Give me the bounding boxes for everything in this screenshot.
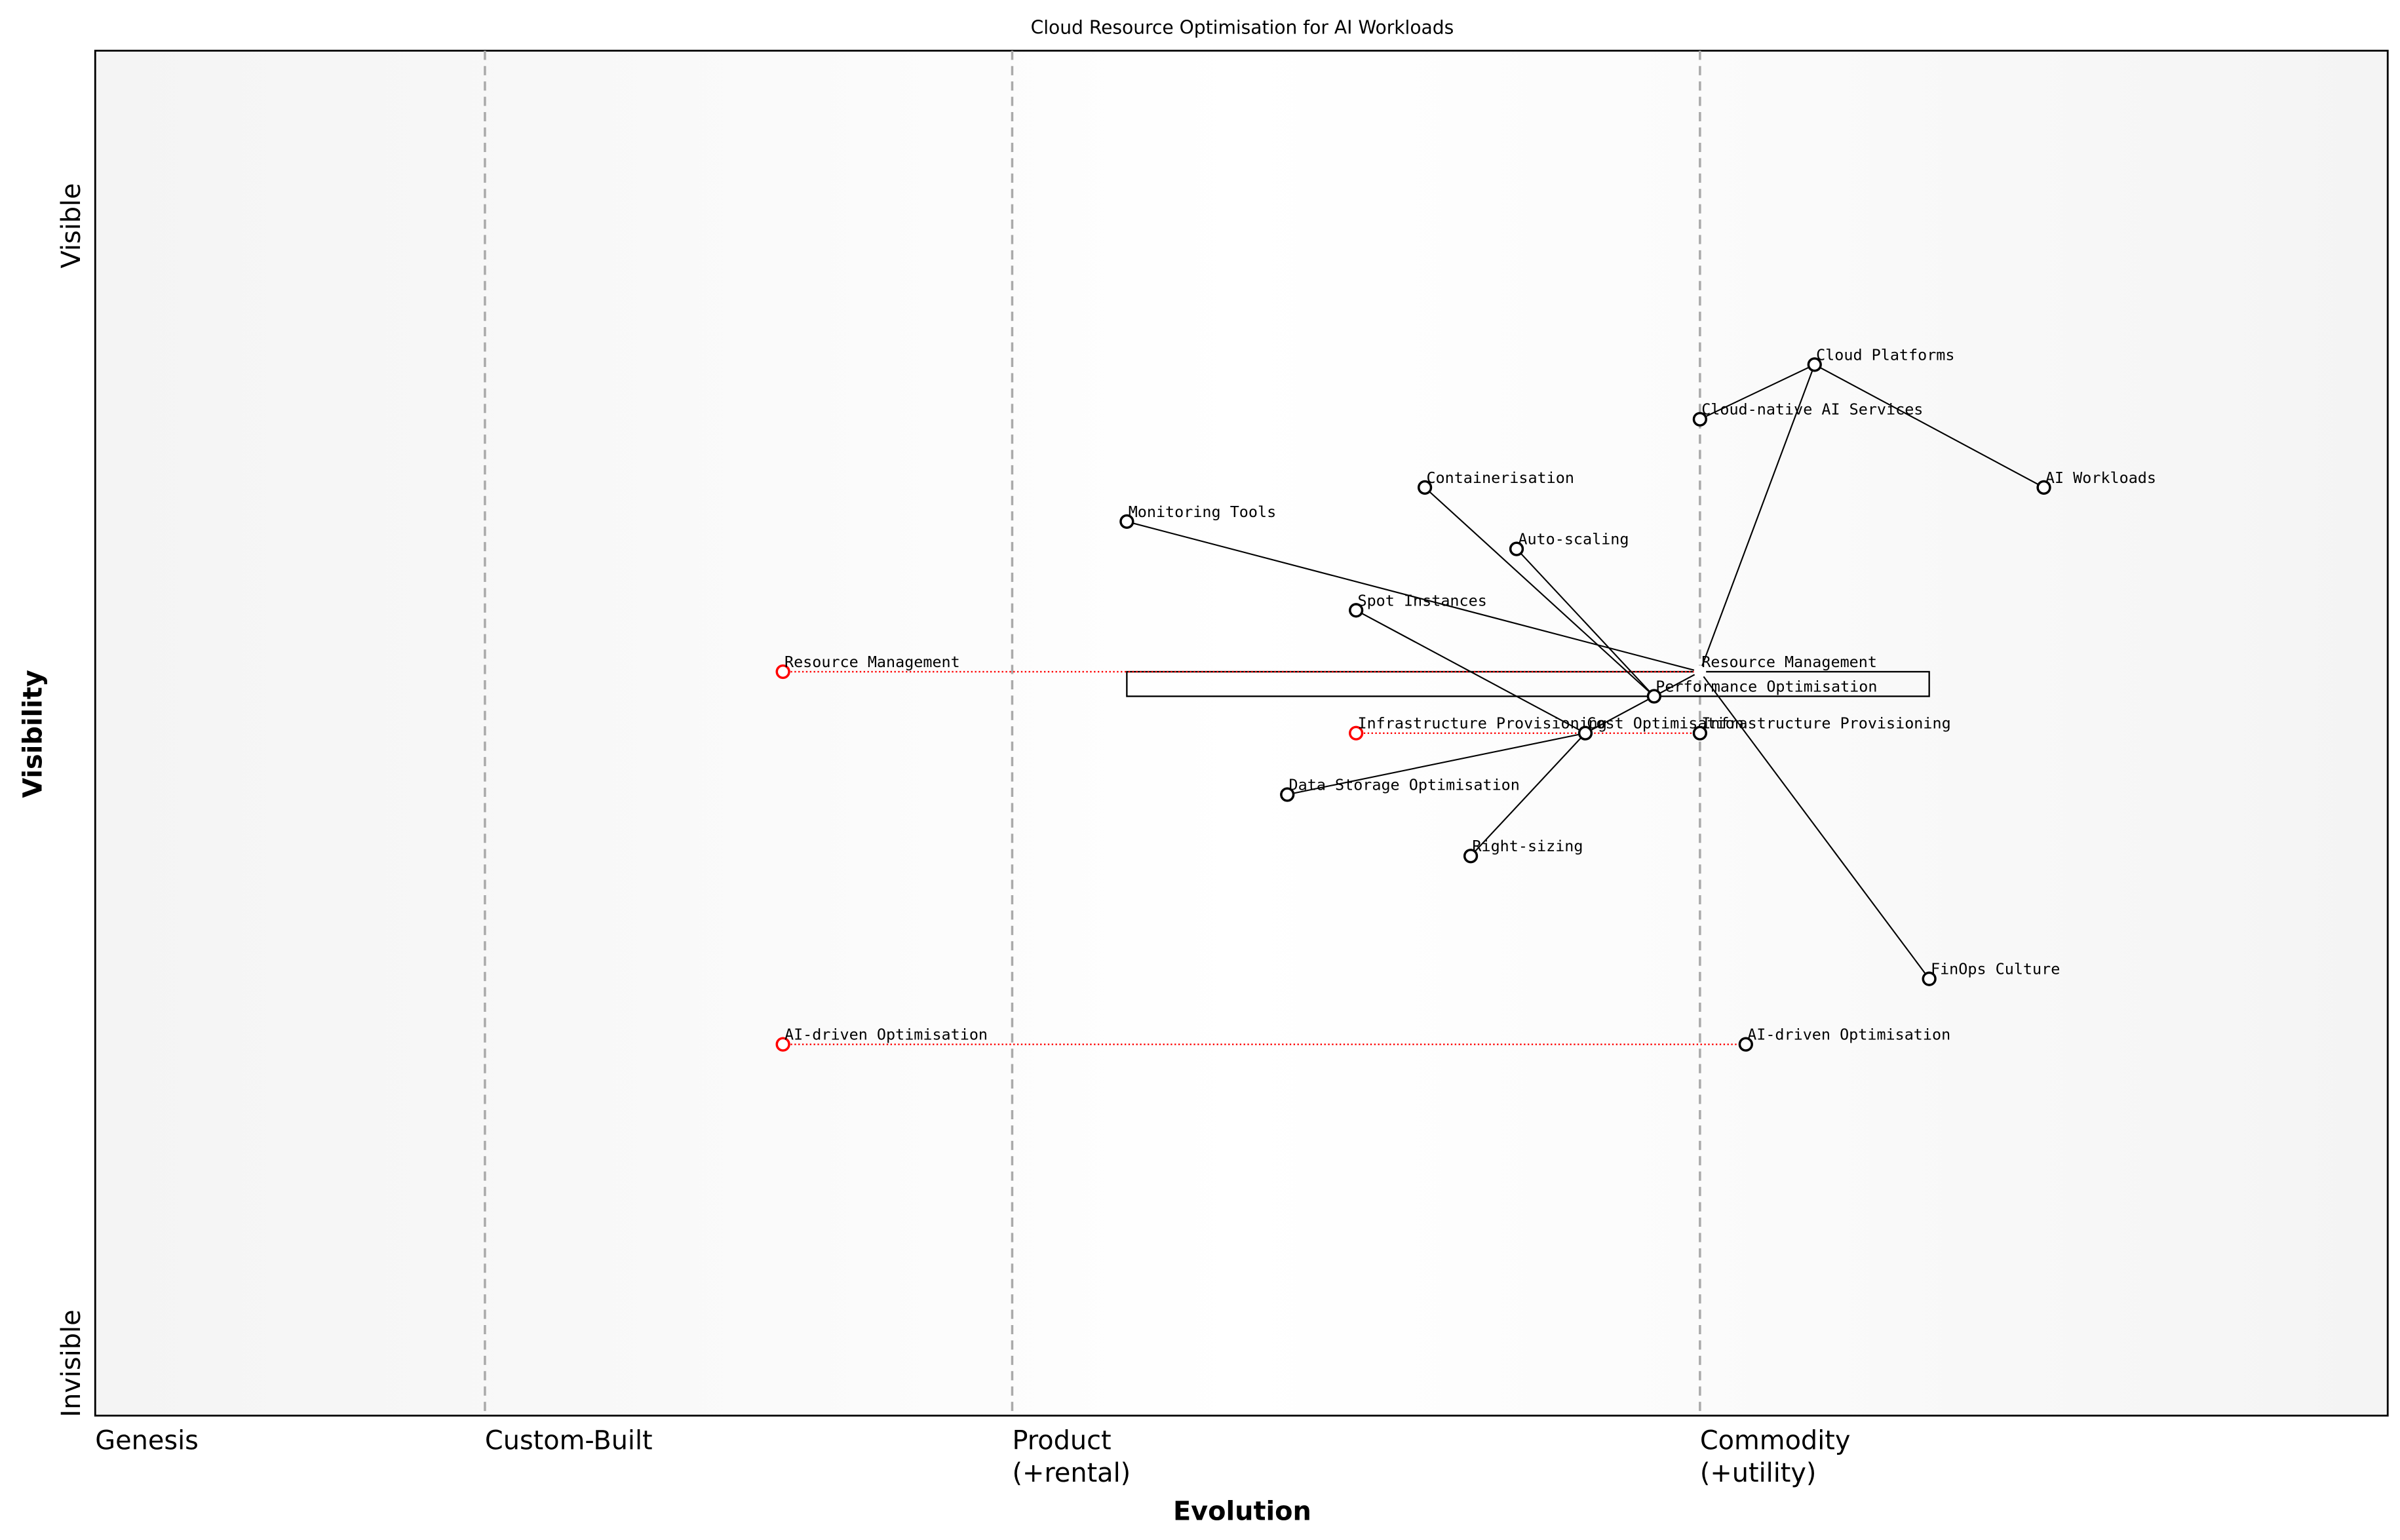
link-monitoring-tools-to-resource-management: [1127, 520, 1701, 673]
link-spot-instances-to-cost-optimisation: [1355, 609, 1586, 734]
component-marker-auto-scaling: [1509, 541, 1524, 556]
link-resource-management-to-finops-culture: [1699, 671, 1930, 980]
y-axis-label: Visibility: [18, 670, 48, 798]
component-label-monitoring-tools: Monitoring Tools: [1129, 503, 1276, 521]
component-marker-resource-management: [1694, 665, 1707, 678]
component-label-auto-scaling: Auto-scaling: [1518, 530, 1629, 549]
component-marker-spot-instances: [1349, 603, 1364, 618]
stage-label-line: Genesis: [95, 1426, 199, 1456]
component-marker-performance-optimisation: [1646, 689, 1662, 704]
component-label-finops-culture: FinOps Culture: [1931, 960, 2060, 978]
component-marker-cloud-native-ai-services: [1692, 412, 1707, 427]
component-marker-right-sizing: [1463, 849, 1479, 864]
map-title: Cloud Resource Optimisation for AI Workl…: [1031, 17, 1454, 39]
stage-label-custom-built: Custom-Built: [485, 1426, 653, 1456]
y-bottom-label: Invisible: [56, 1309, 87, 1417]
component-label-performance-optimisation: Performance Optimisation: [1655, 678, 1877, 696]
component-label-resource-management: Resource Management: [1701, 653, 1877, 671]
stage-label-commodity: Commodity (+utility): [1700, 1426, 1851, 1488]
y-top-label: Visible: [56, 183, 87, 268]
evolve-origin-infrastructure-provisioning: [1349, 725, 1364, 741]
component-marker-cost-optimisation: [1577, 725, 1593, 741]
component-label-ai-driven-optimisation: AI-driven Optimisation: [1747, 1026, 1950, 1044]
stage-label-line: Product: [1012, 1426, 1111, 1456]
component-marker-monitoring-tools: [1119, 514, 1134, 529]
component-marker-data-storage-optimisation: [1280, 787, 1295, 802]
component-label-spot-instances: Spot Instances: [1358, 591, 1487, 609]
link-containerisation-to-performance-optimisation: [1424, 487, 1655, 697]
evolve-origin-ai-driven-optimisation: [775, 1037, 790, 1052]
link-resource-management-to-performance-optimisation: [1654, 671, 1701, 697]
component-marker-finops-culture: [1922, 971, 1937, 986]
link-cloud-platforms-to-resource-management: [1699, 364, 1815, 672]
link-auto-scaling-to-performance-optimisation: [1516, 548, 1655, 697]
component-label-cost-optimisation: Cost Optimisation: [1587, 714, 1744, 733]
evolve-origin-resource-management: [775, 664, 790, 680]
component-label-right-sizing: Right-sizing: [1472, 837, 1583, 855]
link-right-sizing-to-cost-optimisation: [1470, 733, 1586, 857]
component-label-cloud-native-ai-services: Cloud-native AI Services: [1701, 400, 1923, 419]
component-marker-cloud-platforms: [1807, 357, 1822, 372]
link-data-storage-optimisation-to-cost-optimisation: [1287, 732, 1586, 796]
x-axis-label: Evolution: [1173, 1497, 1311, 1527]
link-cloud-platforms-to-ai-workloads: [1814, 364, 2045, 488]
component-label-data-storage-optimisation: Data Storage Optimisation: [1289, 775, 1520, 794]
stage-label-line: Commodity: [1700, 1426, 1851, 1456]
stage-label-product: Product (+rental): [1012, 1426, 1131, 1488]
stage-label-line: Custom-Built: [485, 1426, 653, 1456]
component-label-containerisation: Containerisation: [1426, 469, 1574, 487]
component-marker-ai-driven-optimisation: [1738, 1037, 1753, 1052]
link-cost-optimisation-to-performance-optimisation: [1585, 695, 1655, 734]
evolve-origin-label-infrastructure-provisioning: Infrastructure Provisioning: [1358, 714, 1607, 733]
evolve-origin-label-ai-driven-optimisation: AI-driven Optimisation: [784, 1026, 988, 1044]
evolve-origin-label-resource-management: Resource Management: [784, 653, 960, 671]
link-cloud-platforms-to-cloud-native-ai-services: [1699, 364, 1815, 420]
component-label-ai-workloads: AI Workloads: [2045, 469, 2156, 487]
stage-label-line: (+rental): [1012, 1458, 1131, 1488]
plot-area: [94, 49, 2389, 1417]
component-label-cloud-platforms: Cloud Platforms: [1816, 345, 1954, 364]
component-marker-ai-workloads: [2036, 480, 2051, 495]
component-marker-infrastructure-provisioning: [1692, 725, 1707, 741]
stage-label-line: (+utility): [1700, 1458, 1817, 1488]
stage-label-genesis: Genesis: [95, 1426, 199, 1456]
component-label-infrastructure-provisioning: Infrastructure Provisioning: [1701, 714, 1950, 733]
component-marker-containerisation: [1417, 480, 1433, 495]
